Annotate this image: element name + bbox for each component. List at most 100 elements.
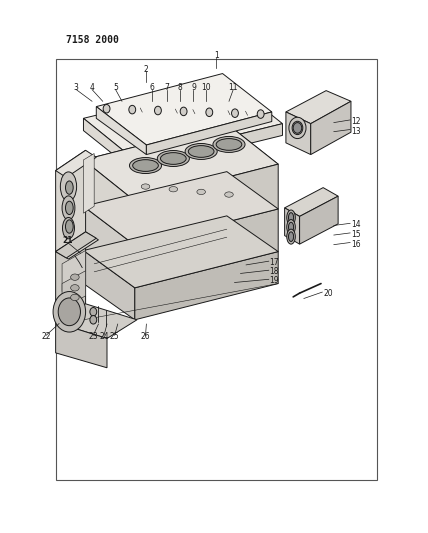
- Polygon shape: [56, 304, 137, 338]
- Polygon shape: [285, 208, 300, 244]
- Polygon shape: [83, 251, 135, 320]
- Text: 9: 9: [191, 84, 196, 92]
- Text: 8: 8: [177, 84, 182, 92]
- Ellipse shape: [133, 160, 158, 172]
- Text: 20: 20: [323, 289, 333, 297]
- Polygon shape: [135, 252, 278, 320]
- Polygon shape: [83, 216, 278, 288]
- Text: 2: 2: [143, 65, 148, 74]
- Text: 6: 6: [149, 84, 155, 92]
- Ellipse shape: [62, 196, 75, 220]
- Bar: [56, 59, 377, 480]
- Circle shape: [257, 110, 264, 118]
- Polygon shape: [286, 91, 351, 124]
- Polygon shape: [83, 172, 278, 245]
- Polygon shape: [135, 164, 278, 245]
- Ellipse shape: [65, 201, 73, 215]
- Text: 23: 23: [89, 333, 98, 341]
- Ellipse shape: [129, 158, 162, 174]
- Polygon shape: [146, 112, 272, 155]
- Polygon shape: [83, 118, 135, 172]
- Ellipse shape: [169, 187, 178, 192]
- Circle shape: [232, 109, 238, 117]
- Text: 16: 16: [351, 240, 360, 248]
- Polygon shape: [135, 124, 282, 172]
- Ellipse shape: [71, 274, 79, 280]
- Ellipse shape: [160, 152, 186, 164]
- Ellipse shape: [60, 172, 77, 201]
- Ellipse shape: [213, 136, 245, 152]
- Circle shape: [129, 106, 136, 114]
- Polygon shape: [83, 206, 135, 288]
- Polygon shape: [56, 232, 98, 259]
- Text: 15: 15: [351, 230, 360, 239]
- Ellipse shape: [65, 181, 73, 195]
- Ellipse shape: [71, 294, 79, 301]
- Circle shape: [58, 298, 80, 326]
- Circle shape: [90, 308, 97, 316]
- Text: 12: 12: [351, 117, 360, 126]
- Text: 11: 11: [229, 84, 238, 92]
- Polygon shape: [56, 232, 86, 322]
- Circle shape: [206, 108, 213, 117]
- Text: 3: 3: [74, 84, 79, 92]
- Ellipse shape: [288, 232, 294, 241]
- Text: 26: 26: [141, 333, 150, 341]
- Polygon shape: [83, 124, 278, 201]
- Circle shape: [103, 104, 110, 113]
- Polygon shape: [286, 112, 311, 155]
- Polygon shape: [96, 74, 272, 145]
- Ellipse shape: [288, 213, 294, 222]
- Polygon shape: [56, 232, 96, 258]
- Polygon shape: [135, 209, 278, 288]
- Polygon shape: [83, 154, 94, 213]
- Ellipse shape: [157, 150, 189, 166]
- Text: 14: 14: [351, 221, 360, 229]
- Circle shape: [180, 107, 187, 116]
- Text: 7158 2000: 7158 2000: [66, 35, 119, 45]
- Text: 10: 10: [202, 84, 211, 92]
- Text: 25: 25: [110, 333, 119, 341]
- Polygon shape: [311, 101, 351, 155]
- Polygon shape: [300, 196, 338, 244]
- Polygon shape: [83, 160, 135, 245]
- Text: 1: 1: [214, 52, 219, 60]
- Text: 24: 24: [99, 333, 109, 341]
- Ellipse shape: [141, 184, 150, 189]
- Polygon shape: [83, 83, 282, 160]
- Ellipse shape: [188, 146, 214, 157]
- Ellipse shape: [292, 122, 303, 135]
- Ellipse shape: [289, 117, 306, 139]
- Ellipse shape: [287, 210, 295, 225]
- Text: 19: 19: [270, 276, 279, 285]
- Ellipse shape: [287, 220, 295, 235]
- Ellipse shape: [65, 220, 73, 233]
- Circle shape: [90, 316, 97, 324]
- Text: 17: 17: [270, 258, 279, 266]
- Circle shape: [53, 292, 86, 332]
- Ellipse shape: [287, 229, 295, 244]
- Polygon shape: [56, 322, 107, 368]
- Text: 7: 7: [164, 84, 169, 92]
- Text: 18: 18: [270, 267, 279, 276]
- Ellipse shape: [216, 139, 242, 150]
- Polygon shape: [62, 251, 86, 292]
- Ellipse shape: [197, 189, 205, 195]
- Ellipse shape: [71, 285, 79, 291]
- Ellipse shape: [185, 143, 217, 159]
- Text: 4: 4: [89, 84, 95, 92]
- Ellipse shape: [225, 192, 233, 197]
- Text: 21: 21: [62, 237, 73, 245]
- Text: 13: 13: [351, 127, 360, 135]
- Polygon shape: [83, 124, 278, 201]
- Circle shape: [155, 106, 161, 115]
- Polygon shape: [96, 107, 146, 155]
- Ellipse shape: [288, 222, 294, 232]
- Text: 22: 22: [42, 333, 51, 341]
- Polygon shape: [56, 150, 86, 252]
- Ellipse shape: [62, 217, 74, 239]
- Polygon shape: [56, 150, 96, 177]
- Polygon shape: [285, 188, 338, 216]
- Text: 5: 5: [113, 84, 118, 92]
- Circle shape: [293, 123, 302, 133]
